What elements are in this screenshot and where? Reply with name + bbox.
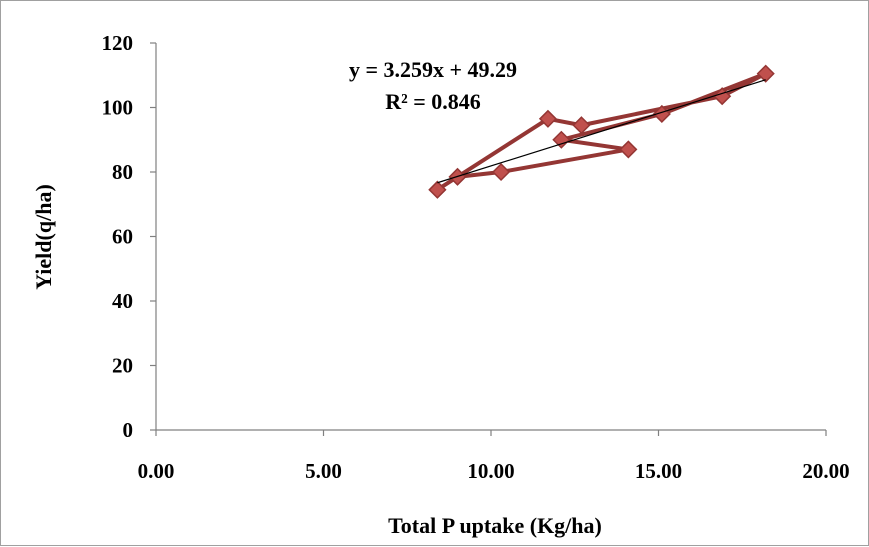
x-ticks: 0.00 5.00 10.00 15.00 20.00 xyxy=(138,430,850,483)
y-tick-label: 100 xyxy=(102,96,134,120)
data-point xyxy=(572,116,591,135)
trendline-line xyxy=(437,79,766,184)
data-point xyxy=(428,180,447,199)
r-squared-label: R² = 0.846 xyxy=(385,89,481,114)
y-tick-label: 80 xyxy=(112,160,133,184)
x-axis-title: Total P uptake (Kg/ha) xyxy=(388,513,602,538)
y-axis-title: Yield(q/ha) xyxy=(31,184,56,290)
equation-label: y = 3.259x + 49.29 xyxy=(349,57,517,82)
data-point xyxy=(619,140,638,159)
data-point xyxy=(756,64,775,83)
y-tick-label: 20 xyxy=(112,354,133,378)
data-point xyxy=(552,130,571,149)
y-ticks: 0 20 40 60 80 100 120 xyxy=(102,31,156,442)
x-tick-label: 15.00 xyxy=(635,459,682,483)
data-point xyxy=(538,109,558,128)
y-tick-label: 0 xyxy=(123,418,134,442)
y-tick-label: 60 xyxy=(112,225,133,249)
data-point xyxy=(491,162,511,182)
trendline xyxy=(437,79,766,184)
x-tick-label: 0.00 xyxy=(138,459,175,483)
annotations: y = 3.259x + 49.29 R² = 0.846 xyxy=(349,57,517,114)
x-tick-label: 10.00 xyxy=(467,459,514,483)
x-tick-label: 5.00 xyxy=(305,459,342,483)
series-layer xyxy=(428,64,775,199)
y-tick-label: 120 xyxy=(102,31,134,55)
y-tick-label: 40 xyxy=(112,289,133,313)
x-tick-label: 20.00 xyxy=(802,459,849,483)
